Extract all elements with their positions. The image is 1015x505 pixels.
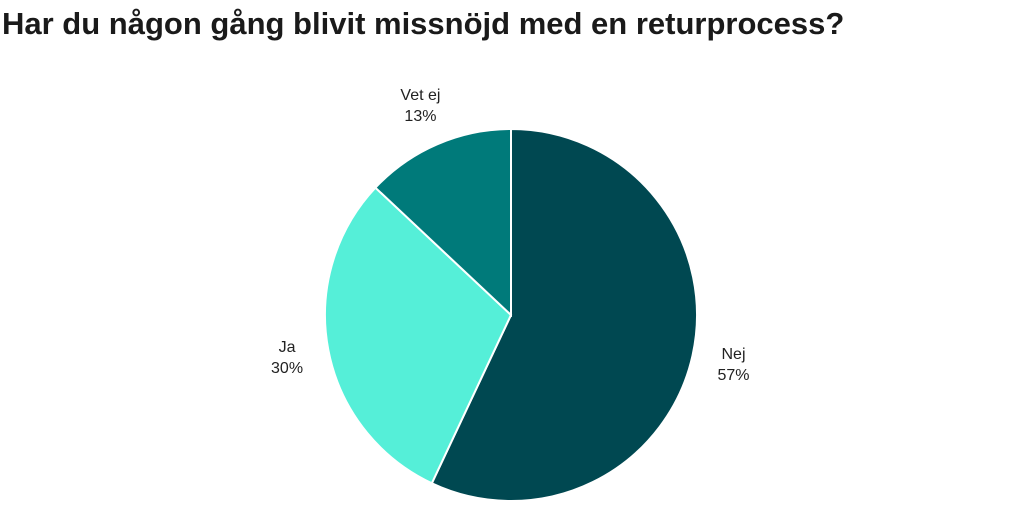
slice-category-label: Ja	[279, 339, 296, 356]
chart-title: Har du någon gång blivit missnöjd med en…	[2, 6, 844, 41]
slice-category-label: Nej	[722, 346, 746, 363]
pie-slice	[373, 127, 512, 318]
slice-value-label: 57%	[717, 367, 749, 384]
slice-value-label: 13%	[404, 108, 436, 125]
pie-slice	[324, 186, 513, 485]
pie-slice	[430, 127, 698, 502]
slice-value-label: 30%	[271, 360, 303, 377]
slice-category-label: Vet ej	[400, 87, 440, 104]
